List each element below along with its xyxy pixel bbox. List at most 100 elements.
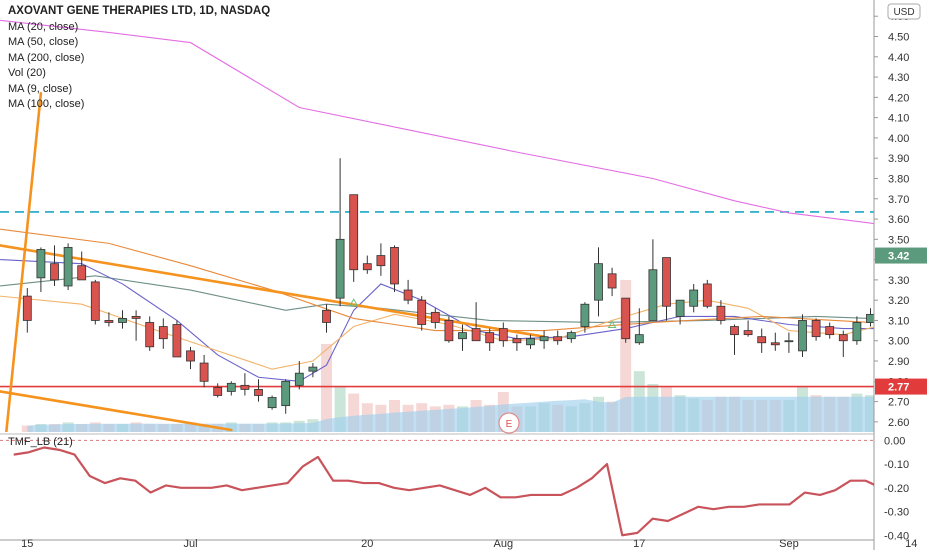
- candle-body: [281, 380, 291, 407]
- candle-body: [566, 332, 576, 340]
- candle: [335, 158, 345, 307]
- volume-bar: [620, 280, 632, 432]
- x-tick-label: Sep: [779, 538, 799, 550]
- candle-body: [172, 324, 182, 358]
- candle: [743, 320, 753, 337]
- candle-body: [308, 366, 318, 372]
- x-tick-label: 14: [905, 538, 917, 550]
- candle-body: [390, 247, 399, 285]
- candle-body: [594, 263, 603, 301]
- legend-ma200[interactable]: MA (200, close): [8, 51, 85, 64]
- candle: [784, 332, 794, 353]
- tmf-tick-label: -0.30: [884, 507, 909, 519]
- y-tick-label: 2.70: [888, 397, 909, 409]
- candle: [852, 316, 862, 345]
- tmf-tick-label: -0.40: [884, 530, 909, 542]
- candle-body: [22, 295, 32, 321]
- candle: [607, 267, 617, 297]
- candle: [825, 322, 835, 339]
- candle: [308, 363, 318, 378]
- ma20-line: [0, 259, 874, 382]
- candle-body: [607, 273, 617, 289]
- candle-body: [512, 338, 522, 344]
- candle: [498, 322, 508, 347]
- legend-ma9[interactable]: MA (9, close): [8, 82, 73, 95]
- y-tick-label: 3.10: [888, 315, 909, 327]
- candle: [50, 245, 59, 286]
- candle-body: [743, 330, 753, 336]
- candle: [485, 328, 495, 351]
- earnings-label: E: [506, 419, 513, 430]
- chart-title: AXOVANT GENE THERAPIES LTD, 1D, NASDAQ: [8, 5, 271, 17]
- candle-body: [158, 326, 168, 340]
- chart-legend: AXOVANT GENE THERAPIES LTD, 1D, NASDAQ M…: [8, 4, 270, 113]
- legend-ma100[interactable]: MA (100, close): [8, 98, 85, 110]
- legend-vol[interactable]: Vol (20): [8, 67, 46, 79]
- candle: [648, 239, 658, 321]
- candle: [294, 361, 304, 390]
- volume-bar: [321, 344, 332, 432]
- ma50-line: [0, 275, 874, 324]
- signal-triangle: [349, 298, 359, 306]
- candle: [131, 310, 141, 341]
- candle: [838, 330, 848, 357]
- candle: [226, 381, 236, 396]
- candle: [444, 316, 454, 343]
- candle: [90, 279, 100, 325]
- candle-body: [267, 397, 277, 409]
- candle: [145, 316, 155, 351]
- candle-body: [349, 194, 359, 271]
- x-tick-label: 17: [633, 538, 645, 550]
- x-tick-label: Aug: [494, 538, 514, 550]
- tmf-tick-label: 0.00: [884, 435, 905, 447]
- candle-body: [186, 350, 195, 362]
- candle: [240, 373, 250, 396]
- candle-body: [362, 263, 372, 271]
- candle-body: [702, 283, 712, 307]
- signal-triangle: [607, 320, 617, 329]
- candle: [798, 314, 807, 357]
- candle-body: [240, 384, 250, 390]
- y-tick-label: 3.90: [888, 153, 909, 165]
- candle: [634, 308, 644, 345]
- candle-body: [662, 257, 671, 307]
- volume-layer: [21, 280, 874, 432]
- y-tick-label: 4.00: [888, 133, 909, 145]
- candle: [417, 296, 427, 331]
- candle-body: [335, 238, 345, 299]
- tmf-line: [13, 446, 874, 537]
- candle: [757, 328, 767, 353]
- candle-body: [880, 310, 888, 316]
- x-tick-label: 15: [21, 538, 33, 550]
- indicator-legend[interactable]: TMF_LB (21): [8, 436, 73, 448]
- candle: [390, 245, 399, 293]
- candle-body: [866, 313, 874, 323]
- legend-ma20[interactable]: MA (20, close): [8, 20, 79, 33]
- candle-body: [131, 315, 141, 319]
- y-tick-label: 3.00: [888, 336, 909, 348]
- trend-line: [0, 244, 546, 338]
- y-tick-label: 3.60: [888, 214, 909, 226]
- candle-body: [63, 247, 73, 287]
- candle: [512, 334, 522, 351]
- y-tick-label: 3.80: [888, 173, 909, 185]
- volume-ma-area: [27, 396, 874, 432]
- candle-body: [485, 332, 495, 344]
- last-price-label: 3.42: [888, 251, 909, 263]
- tmf-tick-label: -0.10: [884, 459, 909, 471]
- legend-ma50[interactable]: MA (50, close): [8, 36, 79, 48]
- y-tick-label: 4.40: [888, 52, 909, 64]
- candle: [349, 194, 359, 282]
- candle: [770, 332, 780, 351]
- candle: [36, 247, 46, 293]
- y-tick-label: 4.20: [888, 92, 909, 104]
- candle: [594, 247, 603, 317]
- candle-body: [825, 326, 835, 336]
- candle-body: [770, 342, 780, 346]
- candle-body: [90, 281, 100, 321]
- candle: [22, 288, 32, 333]
- candle-body: [798, 320, 807, 352]
- candle-body: [226, 382, 236, 392]
- candle: [172, 320, 182, 358]
